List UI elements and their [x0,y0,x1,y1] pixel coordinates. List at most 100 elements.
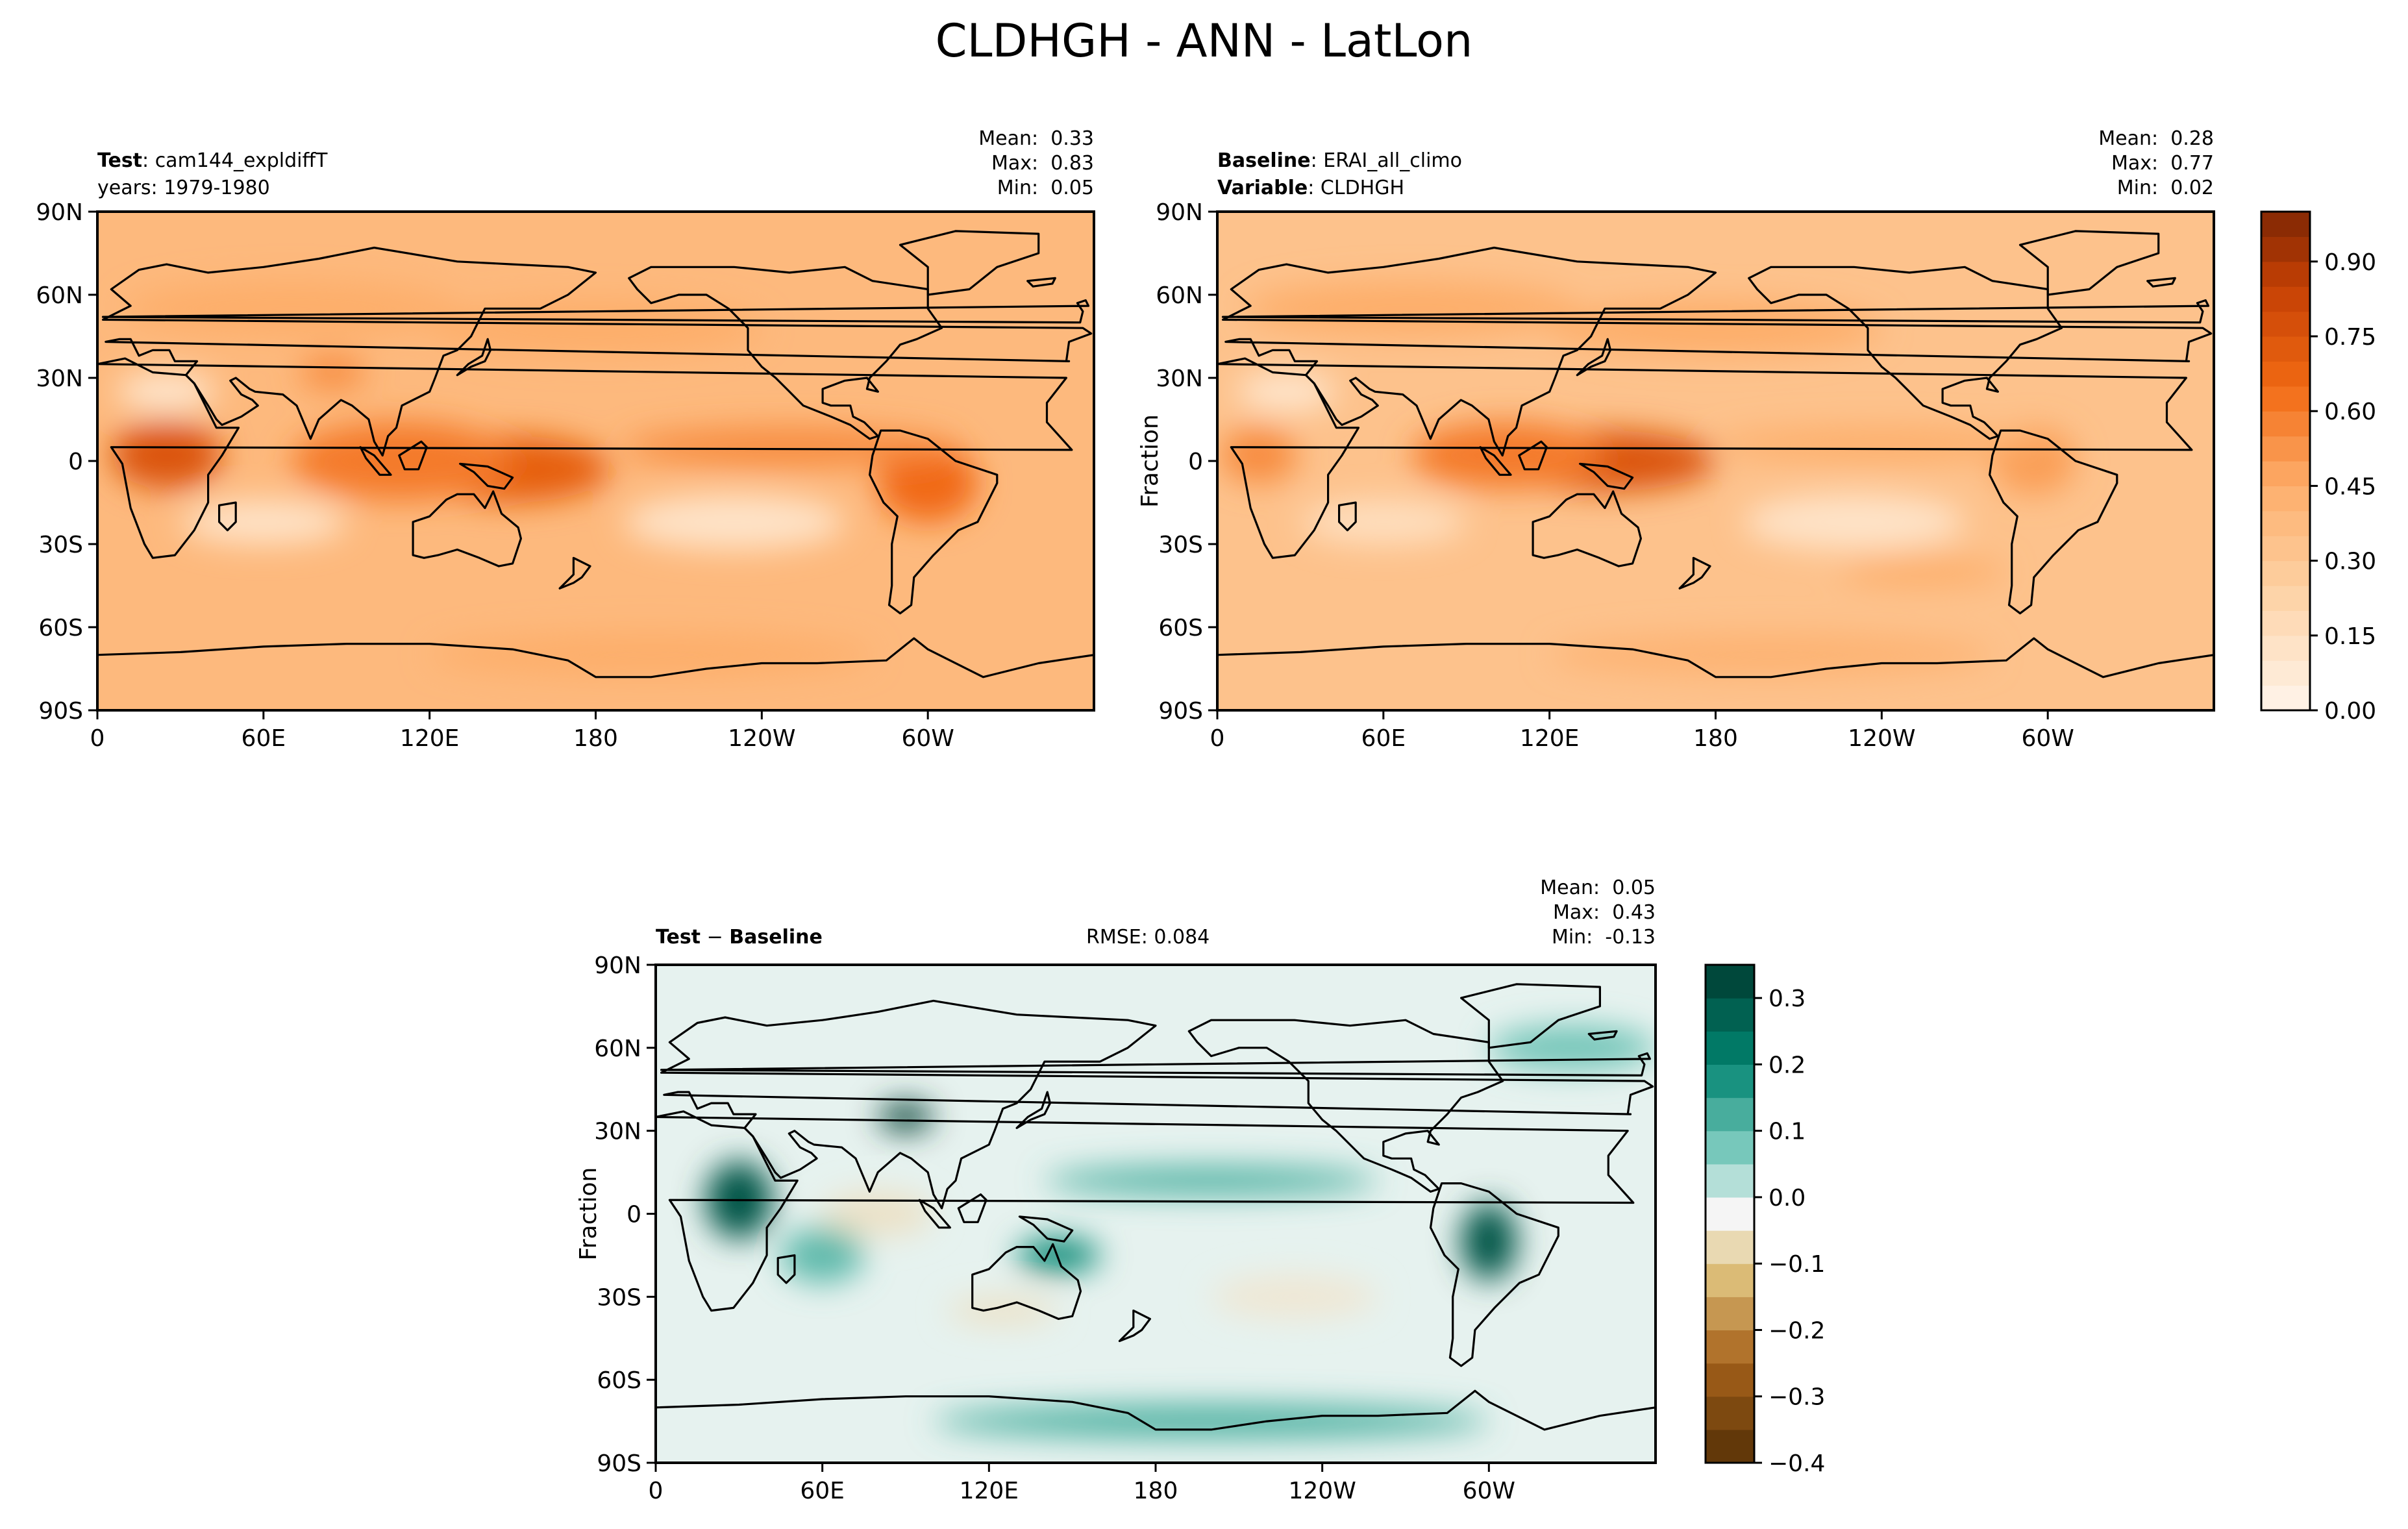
coastline-iceland [1026,277,1056,288]
colorbar-step [1706,1064,1754,1099]
y-tick-label: 30S [1158,532,1203,558]
difference-min-value: -0.13 [1605,926,1656,949]
baseline-colorbar: 0.90 0.75 0.60 0.45 0.30 0.15 0.00 [2260,210,2376,725]
difference-map-coastlines [656,983,1656,1463]
colorbar-tick-label: −0.4 [1769,1450,1825,1477]
field-blob-3 [878,444,978,522]
colorbar-tick-label: −0.2 [1769,1317,1825,1344]
coastline-greenland [2018,230,2160,296]
test-min-stat: Min: 0.05 [896,177,1094,200]
baseline-label: Baseline [1217,149,1311,172]
coastline-southamerica [1989,429,2118,615]
colorbar-step [1706,1396,1754,1430]
difference-min-stat: Min: -0.13 [1458,926,1656,949]
y-tick-label: 60S [38,615,83,641]
colorbar-step [2261,461,2310,486]
colorbar-tick-label: 0.90 [2324,249,2376,276]
test-colon: : [142,149,155,172]
colorbar-tick-label: 0.45 [2324,473,2376,500]
baseline-map-fields [1220,280,2076,677]
x-tick-label: 60W [2021,725,2074,752]
difference-min-label: Min: [1551,926,1593,949]
colorbar-step [2261,486,2310,512]
colorbar-step [2261,436,2310,462]
coastline-africa [97,357,1073,559]
field-blob-5 [1245,280,1578,336]
colorbar-step [1706,1097,1754,1132]
colorbar-step [2261,536,2310,562]
y-tick-label: 90N [1156,199,1203,226]
colorbar-frame [1704,963,1756,1464]
colorbar-step [2261,336,2310,362]
x-tick-label: 120W [1289,1478,1356,1504]
field-blob-7 [1549,632,1992,677]
baseline-min-value: 0.02 [2170,177,2214,199]
field-blob-6 [125,280,458,336]
colorbar-tick-label: 0.15 [2324,623,2376,650]
difference-map-axis-ticks: 0 60E 120E 180 120W 60W 90N 60N 30N 0 30S 60S 90S Fra… [575,952,1515,1504]
x-tick-label: 60E [800,1478,845,1504]
coastline-southamerica [868,429,999,615]
colorbar-tick-label: 0.00 [2324,698,2376,725]
coastline-sumatra [359,446,392,476]
test-mean-value: 0.33 [1050,127,1094,150]
coastline-iceland [1587,1030,1618,1041]
colorbar-step [2261,386,2310,412]
y-tick-label: 30S [38,532,83,558]
colorbar-step [2261,411,2310,437]
colorbar-tick-label: 0.60 [2324,399,2376,425]
difference-max-stat: Max: 0.43 [1458,901,1656,925]
field-blob-7 [429,300,762,356]
field-blob-8 [947,1297,1059,1324]
y-tick-label: 90S [38,698,83,725]
test-years-label: years: 1979-1980 [97,177,270,199]
y-tick-label: 60S [1158,615,1203,641]
coastline-madagascar [776,1254,796,1284]
x-tick-label: 0 [90,725,105,752]
field-blob-4 [1715,427,2048,462]
y-tick-label: 90S [597,1450,641,1477]
colorbar-frame [2260,210,2311,712]
difference-map-panel: 0 60E 120E 180 120W 60W 90N 60N 30N 0 30S 60S 90S Fra… [575,952,1657,1504]
coastline-southamerica [1429,1182,1559,1367]
difference-mean-stat: Mean: 0.05 [1458,876,1656,900]
colorbar-step [1706,1330,1754,1364]
baseline-max-value: 0.77 [2170,152,2214,175]
test-mean-stat: Mean: 0.33 [896,127,1094,151]
test-max-label: Max: [991,152,1039,175]
baseline-name-value: ERAI_all_climo [1323,149,1462,172]
coastline-sumatra [918,1199,952,1229]
variable-name-label: Variable: CLDHGH [1217,177,1404,200]
variable-value: CLDHGH [1320,177,1405,199]
test-mean-label: Mean: [978,127,1039,150]
colorbar-step [2261,261,2310,287]
coastline-sumatra [1479,446,1512,476]
difference-baseline-label: Baseline [729,926,823,949]
coastline-eurasia [1221,246,2213,457]
coastline-eurasia [101,246,1093,457]
variable-label: Variable [1217,177,1308,199]
coastline-iceland [2146,277,2176,288]
colorbar-tick-label: −0.1 [1769,1251,1825,1278]
field-blob-8 [429,632,873,677]
field-blob-6 [1549,300,1882,356]
coastline-newguinea [1579,462,1634,490]
difference-max-value: 0.43 [1612,901,1656,924]
y-tick-label: 30N [36,366,83,392]
test-name-label: Test: cam144_expldiffT [97,149,327,173]
coastline-australia [1532,490,1642,567]
colorbar-tick-label: 0.2 [1769,1052,1806,1078]
field-blob-9 [780,1227,864,1284]
field-blob-8 [1743,494,1965,550]
field-blob-3 [1017,1238,1100,1272]
y-tick-label: 60S [597,1367,641,1394]
field-blob-11 [1840,558,2007,586]
y-tick-label: 30N [594,1119,641,1145]
field-blob-0 [1220,427,1298,484]
x-tick-label: 60W [901,725,954,752]
difference-colorbar: 0.3 0.2 0.1 0.0 −0.1 −0.2 −0.3 −0.4 [1704,963,1825,1477]
coastline-newguinea [1018,1215,1074,1243]
baseline-max-stat: Max: 0.77 [2016,152,2214,175]
coastline-borneo [957,1193,987,1223]
y-tick-label: 90S [1158,698,1203,725]
